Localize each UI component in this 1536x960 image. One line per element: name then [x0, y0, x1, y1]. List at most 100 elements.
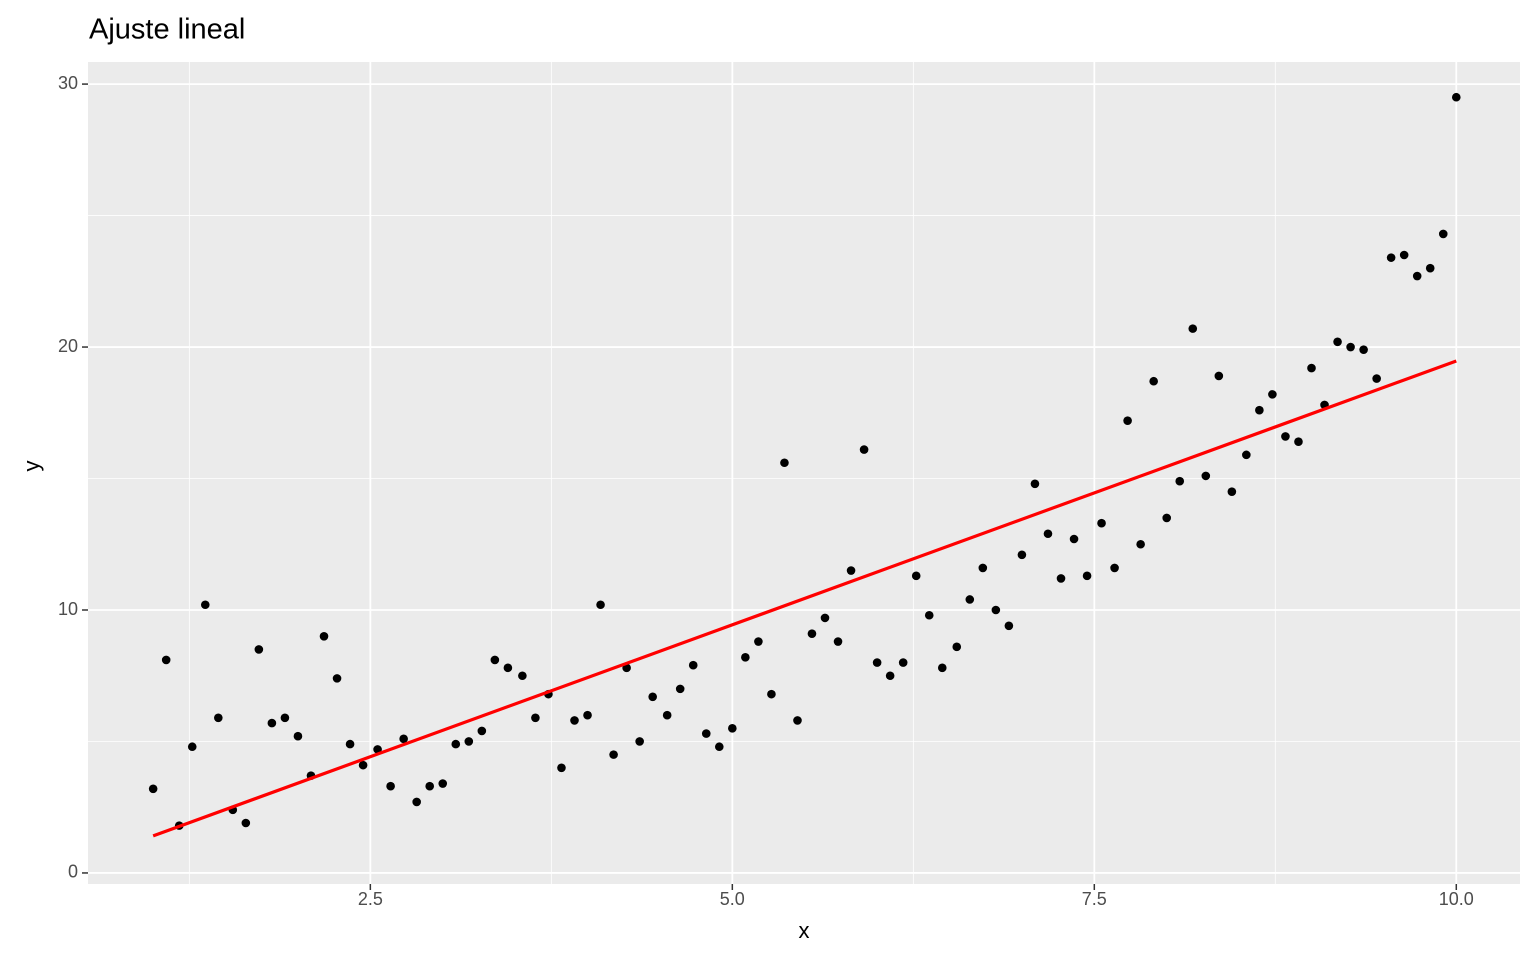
- data-point: [780, 458, 789, 468]
- data-point: [200, 600, 210, 610]
- x-tick-label: 2.5: [358, 889, 383, 909]
- data-point: [345, 739, 355, 749]
- x-tick-label: 10.0: [1439, 889, 1474, 909]
- x-tick-label: 5.0: [720, 889, 745, 909]
- x-tick-label: 7.5: [1082, 889, 1107, 909]
- data-point: [319, 631, 329, 641]
- data-point: [596, 600, 605, 610]
- data-point: [1030, 479, 1040, 489]
- y-axis-label: y: [19, 461, 44, 472]
- data-point: [1451, 92, 1461, 102]
- data-point: [648, 692, 657, 702]
- data-point: [1425, 263, 1435, 273]
- data-point: [1201, 471, 1211, 481]
- data-point: [477, 726, 487, 736]
- data-point: [1372, 374, 1381, 383]
- y-tick-label: 0: [68, 862, 78, 882]
- data-point: [1268, 390, 1277, 399]
- data-point: [978, 563, 988, 573]
- data-point: [1255, 405, 1264, 415]
- data-point: [1004, 621, 1014, 631]
- data-point: [1386, 253, 1396, 262]
- data-point: [1017, 550, 1027, 560]
- data-point: [767, 689, 776, 699]
- y-tick-label: 20: [58, 336, 78, 356]
- data-point: [952, 642, 962, 652]
- data-point: [635, 737, 644, 746]
- data-point: [1149, 376, 1158, 386]
- data-point: [1333, 337, 1342, 347]
- data-point: [924, 610, 934, 620]
- data-point: [728, 724, 737, 733]
- data-point: [1175, 476, 1185, 486]
- data-point: [688, 660, 698, 670]
- data-point: [490, 655, 500, 665]
- data-point: [793, 716, 802, 725]
- data-point: [1214, 371, 1224, 381]
- data-point: [1162, 513, 1172, 523]
- data-point: [898, 658, 908, 667]
- data-point: [1188, 324, 1198, 333]
- data-point: [833, 637, 843, 646]
- data-point: [399, 734, 408, 744]
- data-point: [1412, 271, 1422, 281]
- panel: [88, 62, 1520, 884]
- data-point: [1346, 342, 1355, 352]
- data-point: [503, 663, 513, 673]
- y-tick-label: 10: [58, 599, 78, 619]
- data-point: [425, 781, 435, 791]
- data-point: [820, 613, 830, 623]
- data-point: [911, 571, 921, 581]
- data-point: [846, 566, 856, 575]
- data-point: [373, 745, 382, 754]
- y-tick-label: 30: [58, 73, 78, 93]
- data-point: [859, 445, 869, 454]
- data-point: [1242, 450, 1251, 460]
- data-point: [1307, 363, 1316, 373]
- data-point: [1136, 539, 1145, 549]
- data-point: [451, 739, 461, 749]
- data-point: [438, 779, 448, 788]
- data-point: [293, 731, 303, 741]
- data-point: [148, 784, 158, 794]
- data-point: [701, 729, 711, 738]
- data-point: [161, 655, 171, 665]
- data-point: [583, 710, 592, 720]
- data-point: [531, 713, 540, 723]
- data-point: [754, 637, 763, 646]
- data-point: [557, 763, 566, 773]
- data-point: [1294, 437, 1303, 447]
- data-point: [254, 645, 264, 654]
- data-point: [1399, 250, 1409, 260]
- data-point: [1082, 571, 1092, 581]
- data-point: [332, 674, 342, 683]
- data-point: [267, 718, 277, 728]
- data-point: [241, 818, 251, 828]
- data-point: [464, 737, 474, 746]
- data-point: [214, 713, 223, 723]
- chart-title: Ajuste lineal: [89, 14, 245, 46]
- data-point: [714, 742, 724, 752]
- data-point: [358, 760, 368, 770]
- data-point: [187, 742, 197, 752]
- data-point: [872, 658, 882, 667]
- x-axis-label: x: [799, 918, 810, 943]
- data-point: [1438, 229, 1448, 239]
- data-point: [1069, 534, 1079, 544]
- data-point: [965, 595, 975, 604]
- data-point: [662, 710, 672, 720]
- data-point: [412, 797, 421, 807]
- data-point: [1359, 345, 1368, 354]
- data-point: [675, 684, 685, 694]
- data-point: [1110, 563, 1119, 573]
- data-point: [1281, 432, 1290, 441]
- data-point: [741, 653, 750, 662]
- data-point: [609, 750, 618, 759]
- data-point: [1097, 518, 1106, 528]
- data-point: [1227, 487, 1237, 496]
- fit-line: [152, 359, 1457, 838]
- data-point: [937, 663, 947, 673]
- data-point: [280, 713, 290, 723]
- data-point: [991, 605, 1001, 615]
